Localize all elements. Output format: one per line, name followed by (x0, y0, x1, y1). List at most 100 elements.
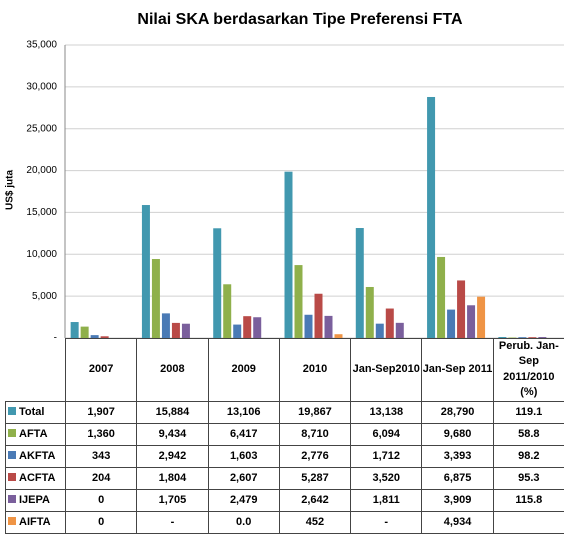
data-label: 6,094 (350, 422, 423, 446)
legend-key (8, 473, 16, 482)
bar (447, 309, 456, 338)
y-tick-label: 35,000 (26, 40, 57, 51)
y-axis-title: US$ juta (5, 170, 16, 210)
legend-label: IJEPA (19, 494, 50, 507)
bar (161, 313, 170, 338)
bar (314, 293, 323, 338)
bar (477, 296, 486, 338)
bar (498, 337, 507, 338)
data-label: 13,138 (350, 400, 423, 424)
chart-title: Nilai SKA berdasarkan Tipe Preferensi FT… (137, 11, 463, 28)
bar (385, 308, 394, 338)
bar (334, 334, 343, 338)
x-tick-label: 2008 (136, 338, 209, 402)
legend-key (8, 495, 16, 504)
series-row: Total 1,907 15,884 13,106 19,867 13,138 28,790… (5, 400, 564, 424)
bar (253, 317, 262, 338)
data-label: 95.3 (492, 466, 564, 490)
legend-label: AKFTA (19, 450, 56, 463)
data-label: 2,607 (207, 466, 280, 490)
series-row: AIFTA 0-0.0 452-4,934 (5, 510, 564, 534)
data-label: 115.8 (492, 488, 564, 512)
legend-key (8, 451, 16, 460)
y-tick-label: 30,000 (26, 81, 57, 92)
data-label: 0 (64, 488, 138, 512)
data-table: 2007 2008 2009 2010 Jan-Sep2010 Jan-Sep 2011 P… (5, 338, 564, 534)
data-label: 0.0 (207, 510, 280, 534)
data-label: 58.8 (492, 422, 564, 446)
bar (284, 171, 293, 338)
x-tick-label: 2007 (64, 338, 138, 402)
data-label: 98.2 (492, 444, 564, 468)
data-label: 9,680 (421, 422, 494, 446)
series-row: AKFTA 343 2,942 1,603 2,776 1,712 3,393 98.2 (5, 444, 564, 468)
data-label (492, 510, 564, 534)
data-label: 3,520 (350, 466, 423, 490)
bar (90, 335, 99, 338)
bar (437, 256, 446, 338)
data-label: 343 (64, 444, 138, 468)
data-label: 1,804 (136, 466, 209, 490)
bar (70, 322, 79, 338)
data-label: 9,434 (136, 422, 209, 446)
data-label: - (136, 510, 209, 534)
y-tick-label: 15,000 (26, 207, 57, 218)
legend-entry: AIFTA (5, 510, 66, 534)
data-label: 119.1 (492, 400, 564, 424)
bar (233, 324, 242, 338)
data-label: 1,360 (64, 422, 138, 446)
legend-entry: IJEPA (5, 488, 66, 512)
data-label: - (350, 510, 423, 534)
x-tick-label: Jan-Sep2010 (350, 338, 423, 402)
y-tick-label: 10,000 (26, 249, 57, 260)
bar (294, 265, 303, 338)
y-tick-label: 5,000 (32, 291, 57, 302)
legend-entry: AKFTA (5, 444, 66, 468)
y-tick-label: - (54, 333, 57, 344)
data-label: 28,790 (421, 400, 494, 424)
bar (141, 205, 150, 338)
bar (213, 228, 222, 338)
legend-key (8, 429, 16, 438)
data-label: 2,776 (278, 444, 352, 468)
legend-key (8, 517, 16, 526)
legend-entry: ACFTA (5, 466, 66, 490)
bar (365, 286, 374, 338)
bar (395, 322, 404, 338)
legend-label: ACFTA (19, 472, 56, 485)
legend-key (8, 407, 16, 416)
data-label: 5,287 (278, 466, 352, 490)
legend-label: AIFTA (19, 516, 51, 529)
series-row: AFTA 1,360 9,434 6,417 8,710 6,094 9,680 58.8 (5, 422, 564, 446)
data-label: 3,393 (421, 444, 494, 468)
data-label: 0 (64, 510, 138, 534)
bar (171, 322, 180, 338)
bar (243, 316, 252, 338)
data-label: 15,884 (136, 400, 209, 424)
corner-cell (5, 338, 66, 402)
y-tick-label: 20,000 (26, 165, 57, 176)
bar (518, 337, 527, 338)
data-label: 3,909 (421, 488, 494, 512)
data-label: 452 (278, 510, 352, 534)
bar (80, 326, 89, 338)
data-label: 1,712 (350, 444, 423, 468)
data-label: 13,106 (207, 400, 280, 424)
legend-entry: Total (5, 400, 66, 424)
data-label: 2,642 (278, 488, 352, 512)
legend-label: AFTA (19, 428, 48, 441)
bar (100, 336, 109, 338)
bar (457, 280, 466, 338)
x-tick-label: 2010 (278, 338, 352, 402)
legend-entry: AFTA (5, 422, 66, 446)
data-label: 1,603 (207, 444, 280, 468)
y-tick-label: 25,000 (26, 123, 57, 134)
series-row: IJEPA 0 1,705 2,479 2,642 1,811 3,909 115.8 (5, 488, 564, 512)
data-label: 4,934 (421, 510, 494, 534)
data-label: 204 (64, 466, 138, 490)
data-label: 1,907 (64, 400, 138, 424)
data-label: 6,417 (207, 422, 280, 446)
bar (151, 259, 160, 338)
series-row: ACFTA 204 1,804 2,607 5,287 3,520 6,875 95.3 (5, 466, 564, 490)
